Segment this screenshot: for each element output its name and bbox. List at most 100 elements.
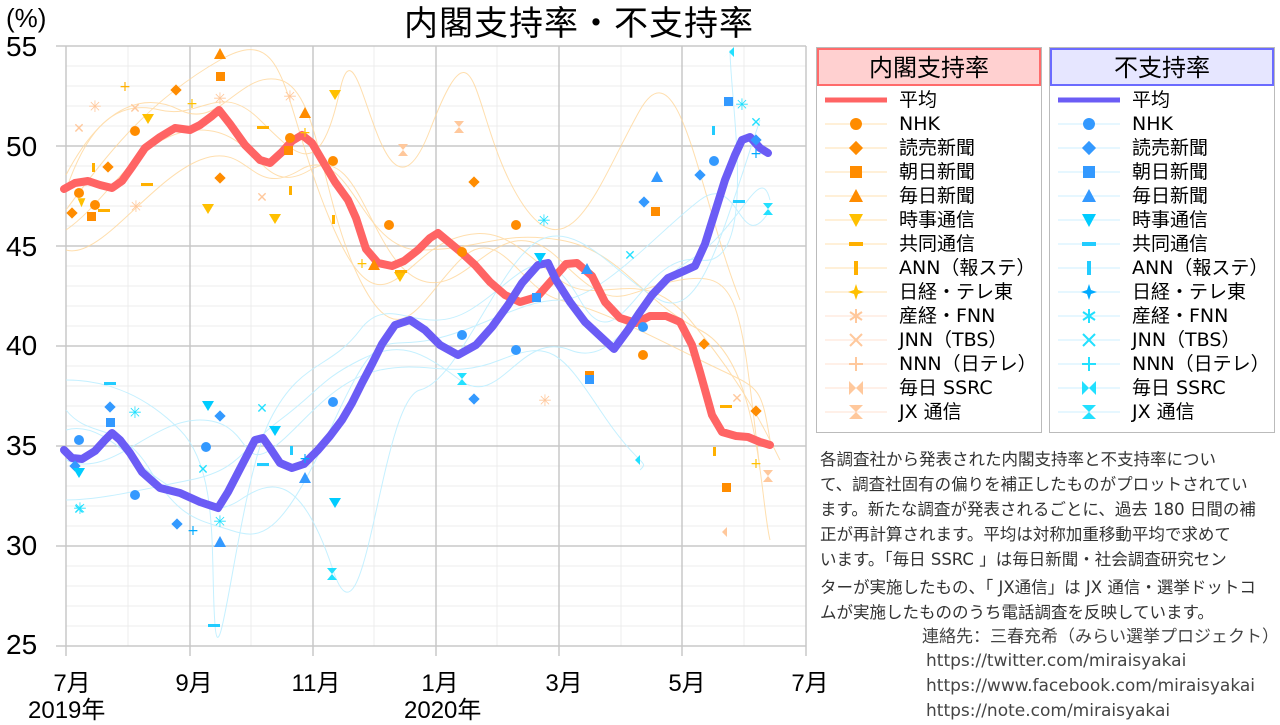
- diamond-icon: [825, 140, 887, 156]
- x-tick-jan: 1月: [421, 670, 459, 697]
- y-axis-unit: (%): [6, 3, 47, 33]
- triangle-down-icon: [1058, 214, 1120, 227]
- dash-icon: [825, 242, 887, 246]
- legend-item-disapproval-ssrc: 毎日 SSRC: [1050, 376, 1274, 400]
- svg-text:+: +: [299, 451, 311, 467]
- legend-item-disapproval-jnn: JNN（TBS）: [1050, 328, 1274, 352]
- svg-text:✕: ✕: [73, 121, 85, 137]
- legend-item-support-yomiuri: 読売新聞: [817, 136, 1041, 160]
- y-tick-40: 40: [6, 330, 38, 361]
- svg-text:✕: ✕: [73, 502, 85, 518]
- legend-item-disapproval-ann: ANN（報ステ）: [1050, 256, 1274, 280]
- legend-support: 内閣支持率 平均 NHK 読売新聞 朝日新聞 毎日新聞 時事通信 共同通信 AN…: [816, 47, 1042, 433]
- x-tick-may: 5月: [668, 670, 706, 697]
- svg-text:✳: ✳: [735, 95, 748, 114]
- svg-text:+: +: [750, 146, 762, 162]
- svg-text:✳: ✳: [73, 499, 86, 518]
- svg-text:✕: ✕: [750, 115, 762, 131]
- svg-text:+: +: [356, 256, 368, 272]
- plus-icon: [825, 357, 887, 371]
- star4-icon: [1058, 284, 1120, 300]
- legend-item-support-nhk: NHK: [817, 112, 1041, 136]
- triangle-up-icon: [1058, 189, 1120, 202]
- asterisk-icon: [1058, 309, 1120, 323]
- dash-icon: [1058, 242, 1120, 246]
- contact-label: 連絡先：三春充希（みらい選挙プロジェクト）: [922, 627, 1279, 647]
- x-tick-nov: 11月: [291, 670, 341, 697]
- svg-text:✳: ✳: [213, 512, 226, 531]
- svg-text:✳: ✳: [537, 211, 550, 230]
- legend-item-support-nnn: NNN（日テレ）: [817, 352, 1041, 376]
- legend-item-disapproval-average: 平均: [1050, 88, 1274, 112]
- hourglass-icon: [1058, 405, 1120, 419]
- legend-item-support-jx: JX 通信: [817, 400, 1041, 424]
- x-tick-jul-2020: 7月: [791, 670, 829, 697]
- legend-item-support-sankei: 産経・FNN: [817, 304, 1041, 328]
- line-icon: [825, 97, 887, 103]
- svg-text:✕: ✕: [197, 462, 209, 478]
- y-tick-45: 45: [6, 231, 38, 262]
- y-tick-55: 55: [6, 31, 38, 62]
- circle-icon: [1058, 118, 1120, 130]
- legend-item-disapproval-sankei: 産経・FNN: [1050, 304, 1274, 328]
- hourglass-icon: [825, 405, 887, 419]
- svg-text:+: +: [186, 96, 198, 112]
- legend-item-support-jiji: 時事通信: [817, 208, 1041, 232]
- x-year-2020: 2020年: [404, 697, 482, 724]
- legend-item-support-nikkei: 日経・テレ東: [817, 280, 1041, 304]
- support-average-line: [60, 106, 774, 449]
- legend-item-disapproval-kyodo: 共同通信: [1050, 232, 1274, 256]
- x-tick-mar: 3月: [545, 670, 583, 697]
- svg-text:✳: ✳: [129, 197, 142, 216]
- star4-icon: [825, 284, 887, 300]
- note-link[interactable]: https://note.com/miraisyakai: [926, 701, 1171, 721]
- support-markers: + + + + + ✳ ✳ ✳ ✳ ✳ ✕ ✕ ✕ ✕: [66, 48, 773, 537]
- legend-item-disapproval-asahi: 朝日新聞: [1050, 160, 1274, 184]
- y-tick-30: 30: [6, 530, 38, 561]
- legend-item-support-ssrc: 毎日 SSRC: [817, 376, 1041, 400]
- x-mark-icon: [1058, 333, 1120, 347]
- vertical-bar-icon: [825, 261, 887, 275]
- plus-icon: [1058, 357, 1120, 371]
- svg-text:+: +: [119, 79, 131, 95]
- methodology-note: 各調査社から発表された内閣支持率と不支持率につい て、調査社固有の偏りを補正した…: [820, 450, 1256, 622]
- svg-text:+: +: [750, 456, 762, 472]
- legend-disapproval-header: 不支持率: [1050, 48, 1274, 86]
- legend-item-disapproval-nikkei: 日経・テレ東: [1050, 280, 1274, 304]
- legend-item-support-jnn: JNN（TBS）: [817, 328, 1041, 352]
- twitter-link[interactable]: https://twitter.com/miraisyakai: [926, 651, 1187, 671]
- legend-support-header: 内閣支持率: [817, 48, 1041, 86]
- triangle-up-icon: [825, 189, 887, 202]
- disapproval-markers: ✳ ✳ ✳ ✳ ✳ ✕ ✕ ✕ ✕ ✕ + + +: [69, 47, 773, 627]
- x-tick-jul-2019: 7月: [53, 670, 91, 697]
- svg-text:+: +: [299, 125, 311, 141]
- disapproval-average-line: [60, 133, 772, 512]
- legend-item-support-kyodo: 共同通信: [817, 232, 1041, 256]
- legend-item-disapproval-mainichi: 毎日新聞: [1050, 184, 1274, 208]
- disapproval-pollster-curves: [65, 49, 771, 638]
- legend-item-disapproval-nnn: NNN（日テレ）: [1050, 352, 1274, 376]
- facebook-link[interactable]: https://www.facebook.com/miraisyakai: [926, 676, 1256, 696]
- square-icon: [825, 166, 887, 178]
- y-tick-25: 25: [6, 629, 38, 660]
- triangle-down-icon: [825, 214, 887, 227]
- line-icon: [1058, 97, 1120, 103]
- asterisk-icon: [825, 309, 887, 323]
- legend-item-disapproval-jx: JX 通信: [1050, 400, 1274, 424]
- major-gridlines: [56, 45, 807, 656]
- svg-text:+: +: [187, 523, 199, 539]
- diamond-icon: [1058, 140, 1120, 156]
- square-icon: [1058, 166, 1120, 178]
- bowtie-icon: [1058, 381, 1120, 395]
- x-tick-sep: 9月: [175, 670, 213, 697]
- bowtie-icon: [825, 381, 887, 395]
- circle-icon: [825, 118, 887, 130]
- svg-text:✕: ✕: [129, 101, 141, 117]
- svg-text:✳: ✳: [88, 97, 101, 116]
- legend-item-disapproval-nhk: NHK: [1050, 112, 1274, 136]
- legend-item-support-average: 平均: [817, 88, 1041, 112]
- y-tick-35: 35: [6, 430, 38, 461]
- svg-text:✕: ✕: [731, 391, 743, 407]
- legend-item-support-ann: ANN（報ステ）: [817, 256, 1041, 280]
- y-tick-50: 50: [6, 131, 38, 162]
